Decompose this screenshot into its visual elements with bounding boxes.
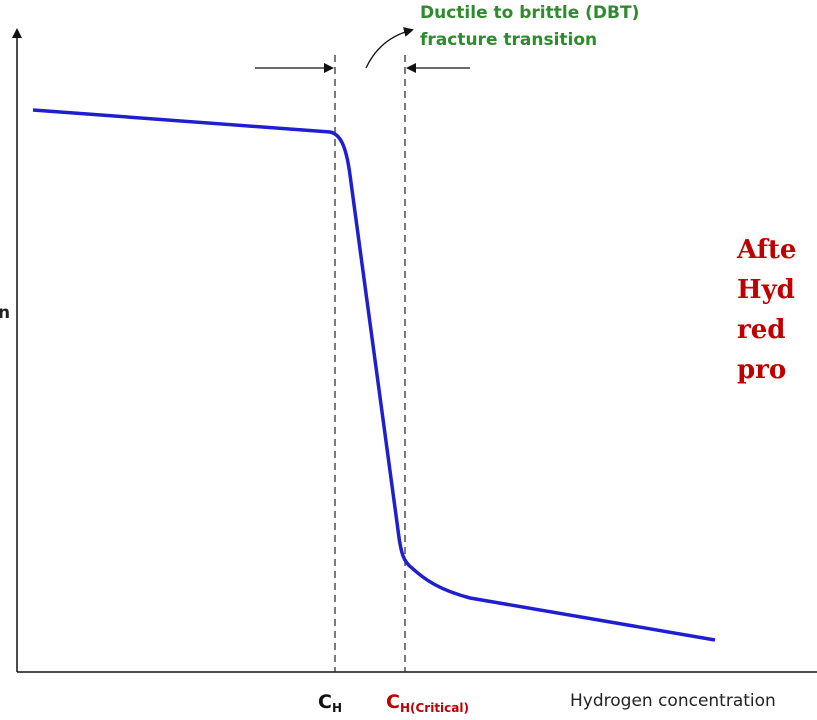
label-main: C [386,691,400,713]
side-note: Hyd [737,275,795,305]
curved-arrow [365,27,414,69]
label-sub: H(Critical) [400,701,469,715]
curve [32,108,716,642]
label-main: C [318,691,332,713]
side-note: pro [737,355,786,385]
annotation: fracture transition [420,30,597,50]
y-label: n [0,303,10,323]
x-axis-title: Hydrogen concentration [570,691,776,711]
x-label: CH [318,691,342,715]
side-note: red [737,315,785,345]
label-sub: H [332,701,342,715]
x-label: CH(Critical) [386,691,469,715]
side-note: Afte [736,235,796,265]
annotation: Ductile to brittle (DBT) [420,3,639,23]
